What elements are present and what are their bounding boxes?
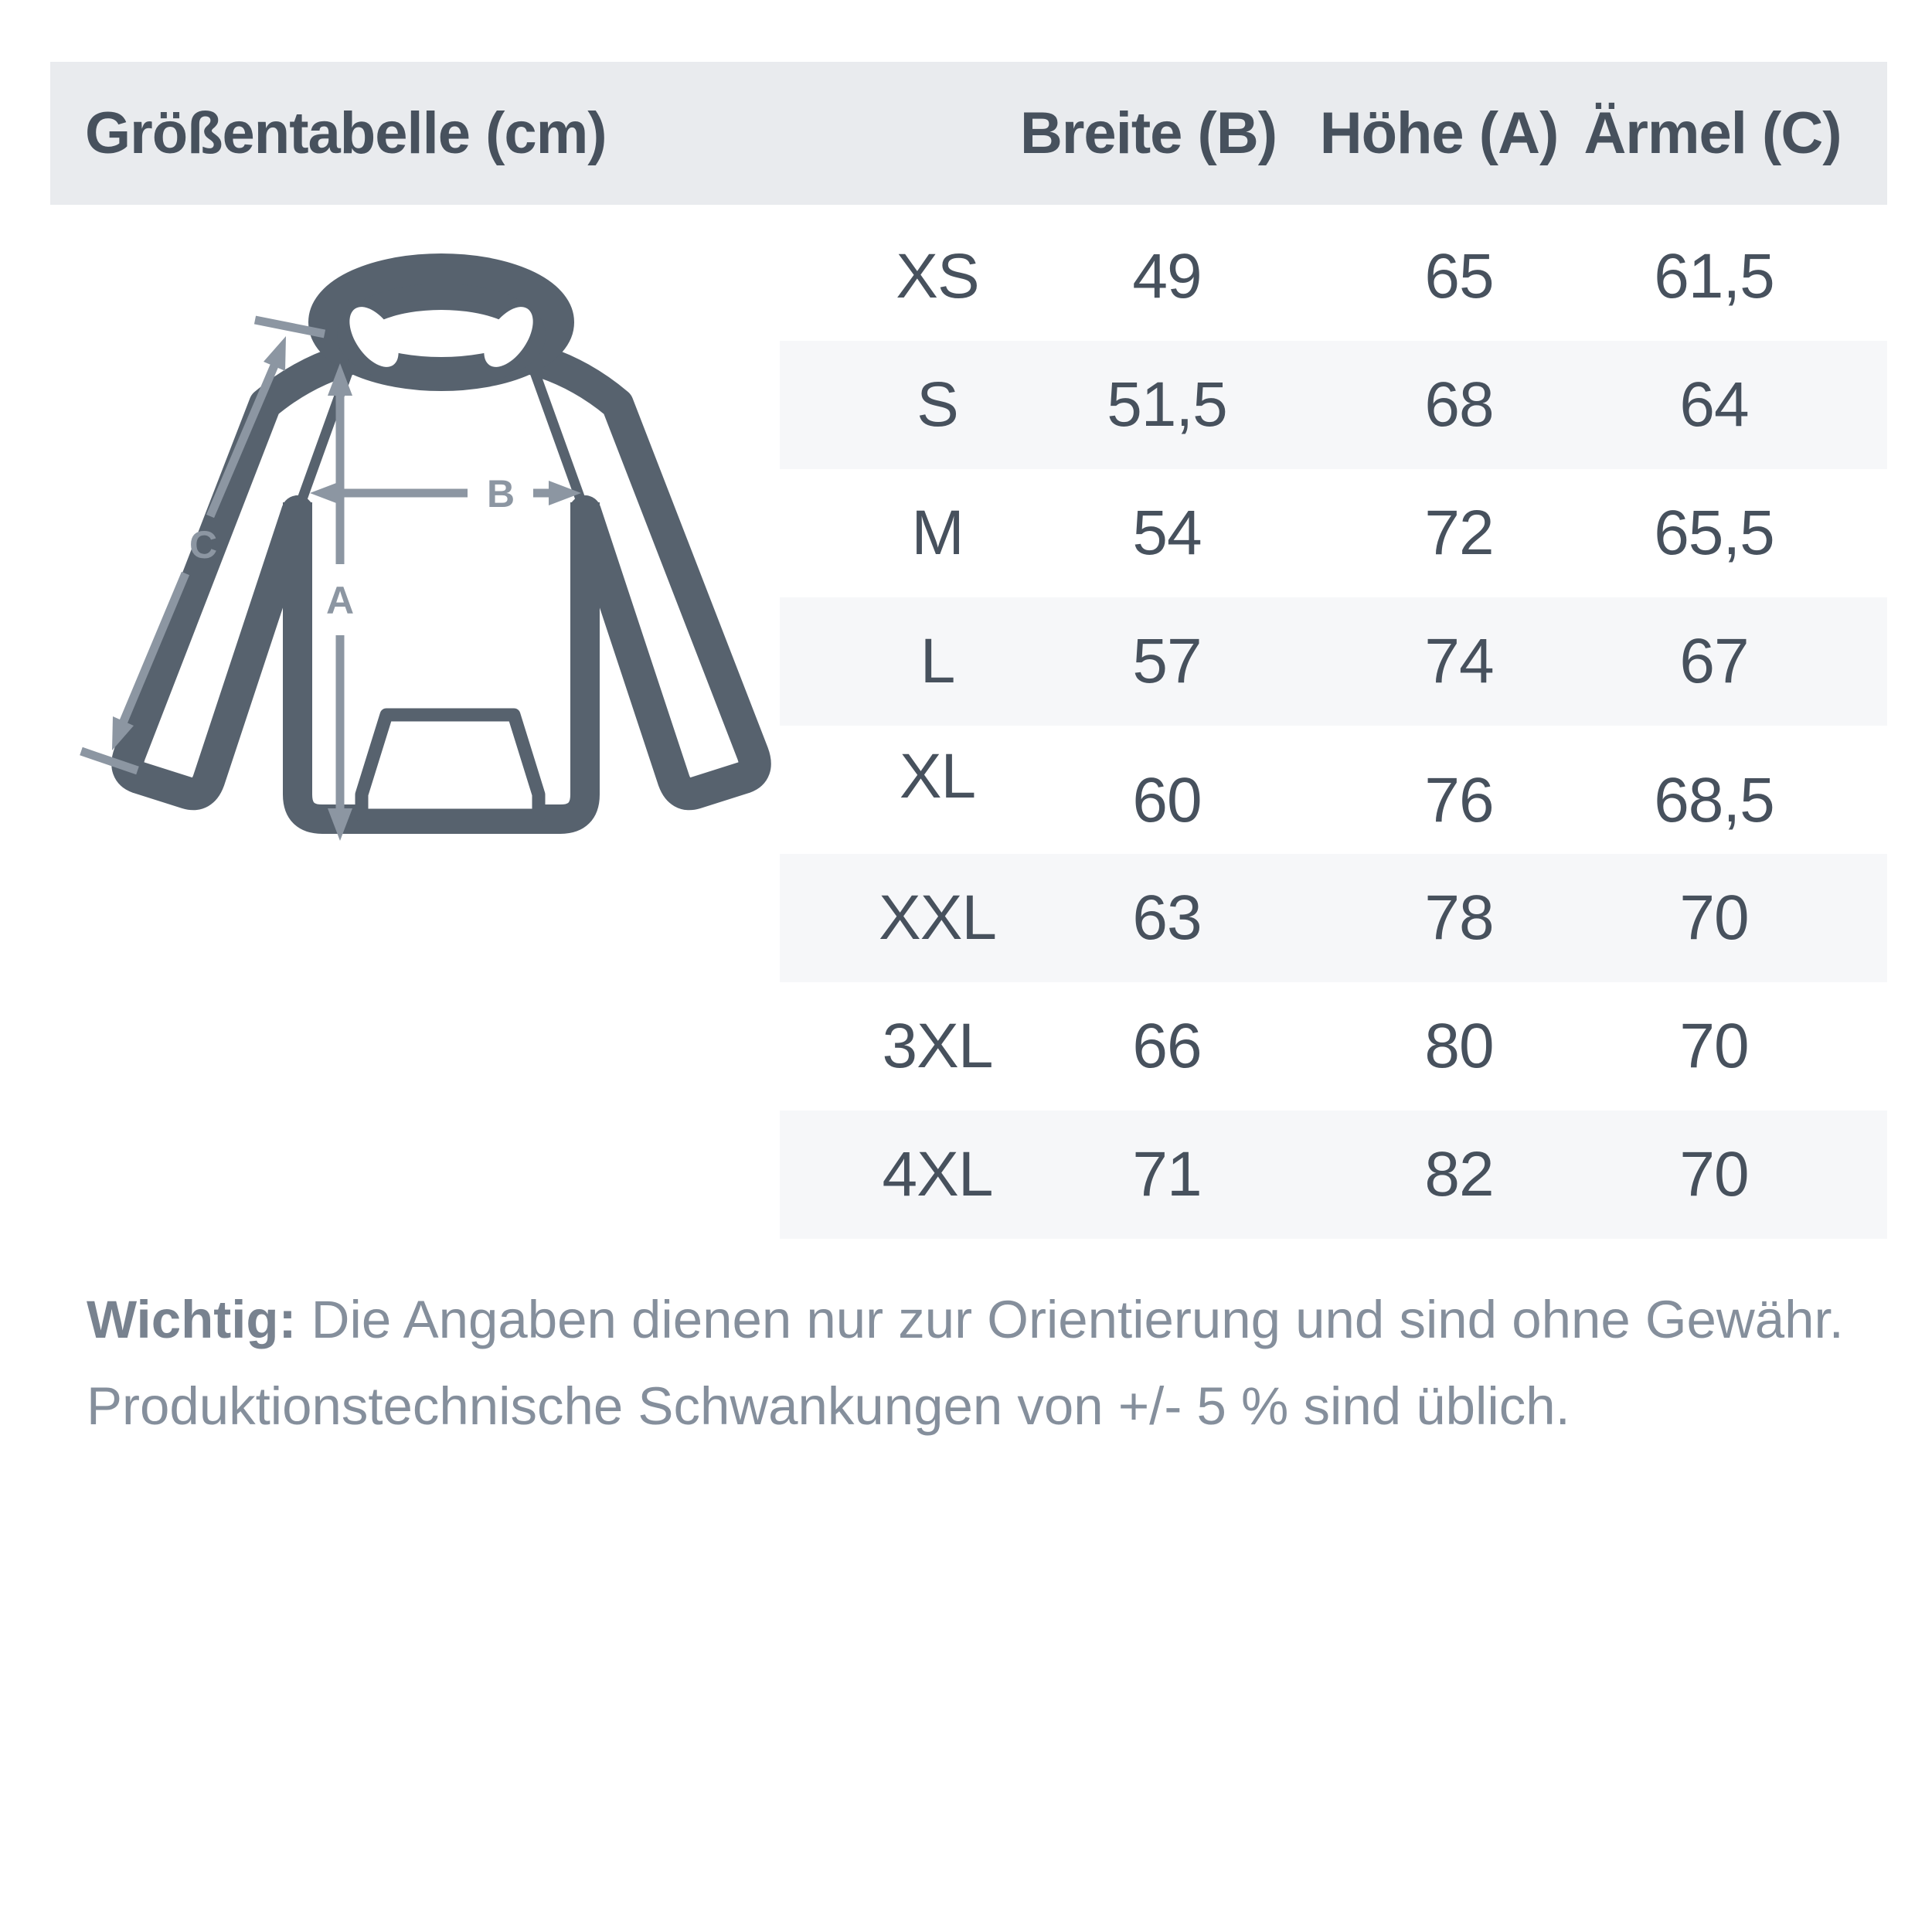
column-header-aermel: Ärmel (C) [1583, 100, 1842, 166]
hoehe-cell: 72 [1424, 498, 1494, 568]
table-row: S 51,5 68 64 [780, 341, 1887, 469]
size-chart-header: Größentabelle (cm) Breite (B) Höhe (A) Ä… [50, 62, 1887, 205]
hoehe-cell: 74 [1424, 626, 1494, 696]
breite-cell: 57 [1132, 626, 1202, 696]
aermel-cell: 70 [1679, 1011, 1749, 1081]
disclaimer-line2: Produktionstechnische Schwankungen von +… [87, 1376, 1570, 1436]
table-row: M 54 72 65,5 [780, 469, 1887, 597]
aermel-cell: 70 [1679, 883, 1749, 953]
breite-cell: 63 [1132, 883, 1202, 953]
disclaimer-bold-word: Wichtig: [87, 1290, 297, 1349]
page-title: Größentabelle (cm) [85, 100, 607, 166]
aermel-cell: 64 [1679, 369, 1749, 440]
table-row: XS 49 65 61,5 [780, 213, 1887, 341]
size-cell: XL [899, 741, 976, 811]
column-header-breite: Breite (B) [1019, 100, 1277, 166]
size-cell: 4XL [882, 1139, 994, 1209]
svg-text:C: C [189, 523, 217, 566]
table-row: XL 60 76 68,5 [780, 726, 1887, 854]
aermel-cell: 68,5 [1654, 765, 1775, 835]
hoehe-cell: 80 [1424, 1011, 1494, 1081]
size-table: XS 49 65 61,5 S 51,5 68 64 M 54 72 65,5 … [780, 213, 1887, 1239]
hoehe-cell: 78 [1424, 883, 1494, 953]
size-cell: XS [896, 241, 979, 311]
breite-cell: 66 [1132, 1011, 1202, 1081]
column-header-hoehe: Höhe (A) [1319, 100, 1560, 166]
size-cell: L [920, 626, 956, 696]
disclaimer-note: Wichtig: Die Angaben dienen nur zur Orie… [87, 1277, 1872, 1450]
disclaimer-line1: Wichtig: Die Angaben dienen nur zur Orie… [87, 1290, 1844, 1349]
breite-cell: 49 [1132, 241, 1202, 311]
hoehe-cell: 76 [1424, 765, 1494, 835]
size-cell: 3XL [882, 1011, 994, 1081]
aermel-cell: 61,5 [1654, 241, 1775, 311]
hoehe-cell: 68 [1424, 369, 1494, 440]
hoehe-cell: 82 [1424, 1139, 1494, 1209]
aermel-cell: 70 [1679, 1139, 1749, 1209]
hoehe-cell: 65 [1424, 241, 1494, 311]
table-row: 4XL 71 82 70 [780, 1111, 1887, 1239]
breite-cell: 54 [1132, 498, 1202, 568]
breite-cell: 60 [1132, 765, 1202, 835]
aermel-cell: 67 [1679, 626, 1749, 696]
aermel-cell: 65,5 [1654, 498, 1775, 568]
size-cell: M [911, 498, 964, 568]
size-cell: XXL [879, 883, 997, 953]
size-cell: S [917, 369, 959, 440]
table-row: L 57 74 67 [780, 597, 1887, 726]
table-row: 3XL 66 80 70 [780, 982, 1887, 1111]
hoodie-sketch-icon: A B C [80, 253, 771, 841]
breite-cell: 71 [1132, 1139, 1202, 1209]
svg-text:A: A [326, 579, 354, 622]
hoodie-measurement-diagram: A B C [46, 178, 819, 912]
svg-text:B: B [487, 472, 515, 515]
breite-cell: 51,5 [1107, 369, 1228, 440]
table-row: XXL 63 78 70 [780, 854, 1887, 982]
